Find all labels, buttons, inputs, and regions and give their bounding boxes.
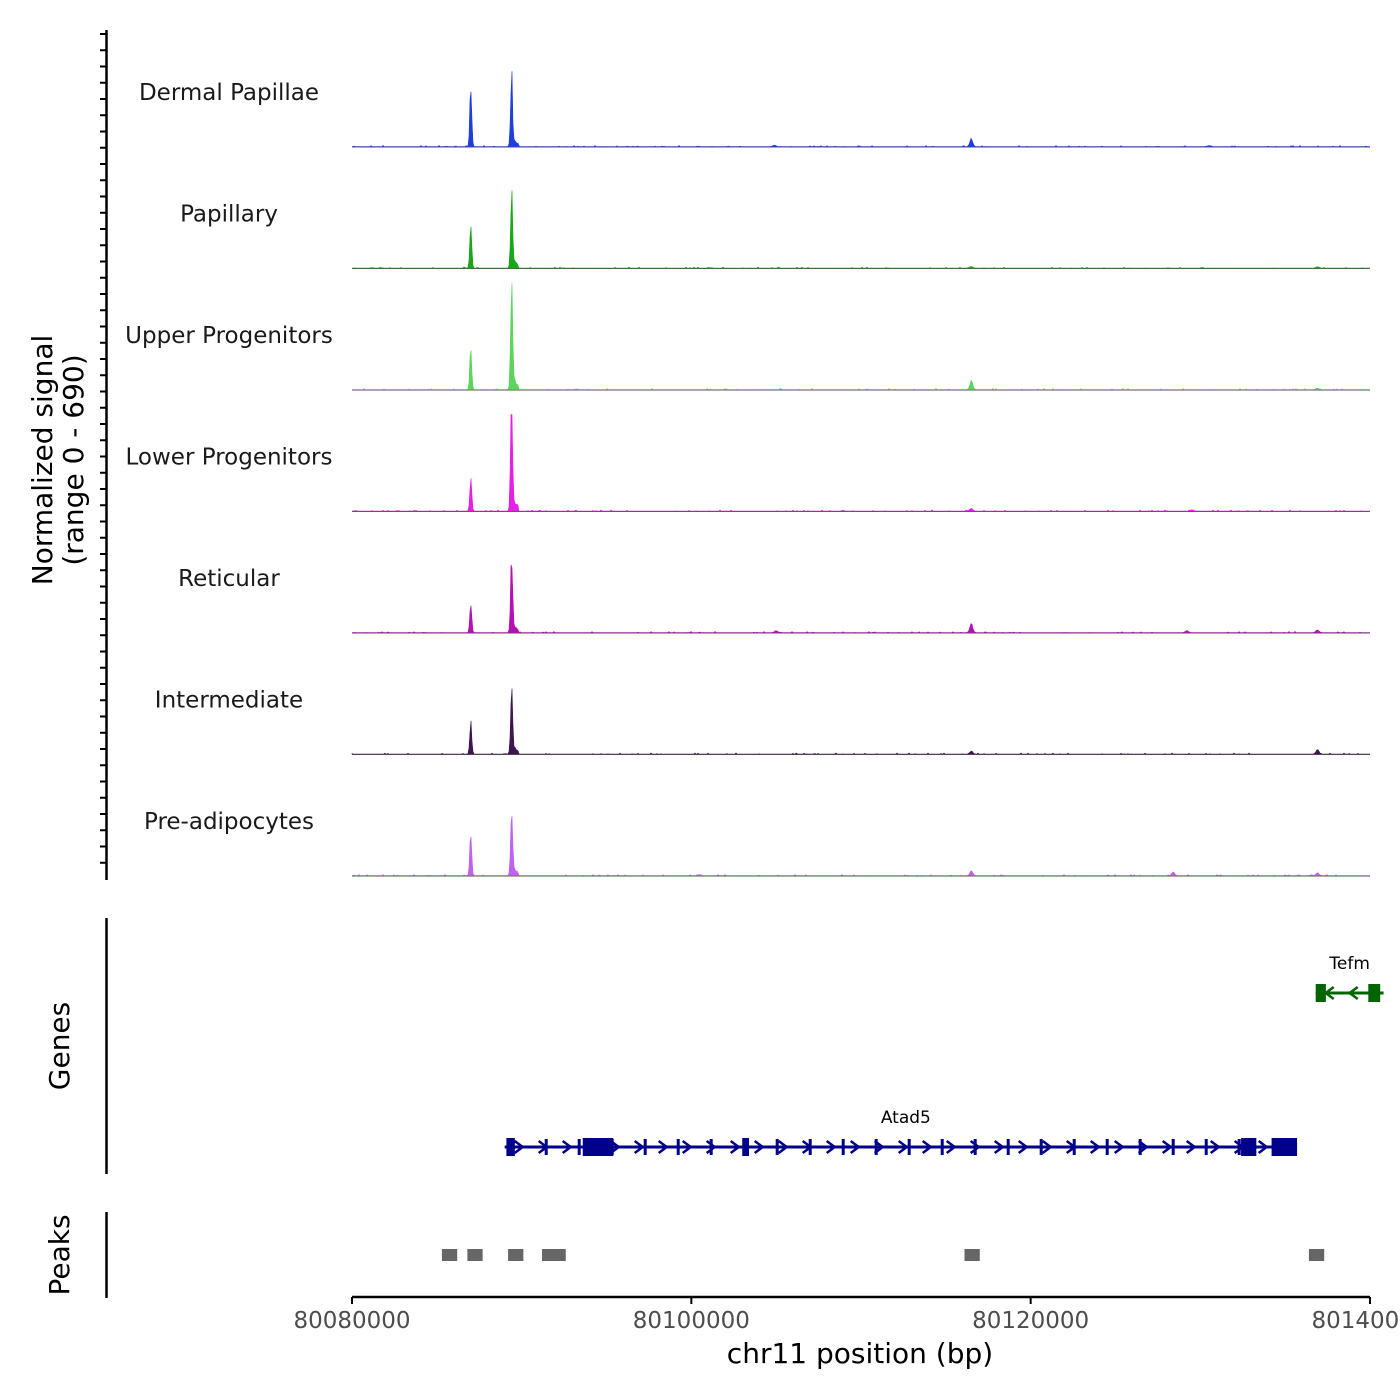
exon-small — [1105, 1139, 1109, 1155]
exon-small — [775, 1139, 779, 1155]
exon-small — [907, 1139, 911, 1155]
gene-label: Atad5 — [881, 1108, 931, 1128]
exon — [1271, 1138, 1298, 1156]
peak-region — [542, 1249, 566, 1261]
exon-small — [1138, 1139, 1142, 1155]
y-axis — [100, 30, 108, 1298]
strand-arrow — [777, 1140, 789, 1154]
strand-arrow — [513, 1140, 525, 1154]
x-tick-label: 80120000 — [972, 1308, 1089, 1334]
x-tick-label: 80080000 — [293, 1308, 410, 1334]
strand-arrow — [633, 1140, 645, 1154]
strand-arrow — [561, 1140, 573, 1154]
track-upper-progenitors: Upper Progenitors — [125, 283, 1370, 391]
track-signal — [352, 815, 1370, 876]
track-signal — [352, 283, 1370, 390]
exon — [1368, 984, 1381, 1002]
track-label: Dermal Papillae — [139, 80, 319, 106]
strand-arrow — [897, 1140, 909, 1154]
strand-arrow — [1185, 1140, 1197, 1154]
peak-region — [467, 1249, 483, 1261]
track-label: Papillary — [180, 202, 278, 228]
exon-small — [973, 1139, 977, 1155]
gene-annotation-track: Atad5 Tefm — [504, 954, 1384, 1156]
strand-arrow — [993, 1140, 1005, 1154]
peak-region — [964, 1249, 980, 1261]
track-label: Pre-adipocytes — [144, 809, 314, 835]
strand-arrow — [825, 1140, 837, 1154]
strand-arrow — [921, 1140, 933, 1154]
strand-arrow — [1257, 1140, 1269, 1154]
track-signal — [352, 564, 1370, 633]
peak-region — [508, 1249, 524, 1261]
exon — [506, 1138, 515, 1156]
x-axis-title: chr11 position (bp) — [727, 1337, 993, 1370]
track-reticular: Reticular — [178, 564, 1370, 634]
exon-small — [841, 1139, 845, 1155]
exon — [1315, 984, 1326, 1002]
gene-label: Tefm — [1328, 954, 1370, 974]
x-tick-label: 80100000 — [633, 1308, 750, 1334]
exon-small — [1171, 1139, 1175, 1155]
exon-small — [940, 1139, 944, 1155]
track-signal — [352, 414, 1370, 512]
track-label: Reticular — [178, 566, 280, 592]
track-papillary: Papillary — [180, 190, 1370, 269]
exon — [582, 1138, 614, 1156]
strand-arrow — [969, 1140, 981, 1154]
exon-small — [709, 1139, 713, 1155]
track-signal — [352, 71, 1370, 147]
exon — [1241, 1138, 1257, 1156]
gene-tefm: Tefm — [1315, 954, 1384, 1002]
strand-arrow — [1209, 1140, 1221, 1154]
exon-small — [1237, 1139, 1241, 1155]
track-label: Upper Progenitors — [125, 323, 333, 349]
y-axis-title-line2: (range 0 - 690) — [57, 354, 90, 565]
strand-arrow — [729, 1140, 741, 1154]
strand-arrow — [1041, 1140, 1053, 1154]
strand-arrow — [753, 1140, 765, 1154]
track-signal — [352, 190, 1370, 269]
y-axis-title-line1: Normalized signal — [26, 335, 59, 586]
strand-arrow — [1161, 1140, 1173, 1154]
strand-arrow — [705, 1140, 717, 1154]
strand-arrow — [945, 1140, 957, 1154]
peak-region-track — [441, 1249, 1325, 1261]
exon-small — [1006, 1139, 1010, 1155]
track-signal — [351, 688, 1370, 755]
strand-arrow — [681, 1140, 693, 1154]
track-label: Intermediate — [155, 688, 303, 714]
peaks-track-title: Peaks — [43, 1214, 76, 1295]
exon-small — [874, 1139, 878, 1155]
exon-small — [676, 1139, 680, 1155]
exon — [742, 1138, 750, 1156]
coverage-tracks: Dermal Papillae Papillary Upper Progenitor… — [125, 71, 1370, 877]
x-axis: 80080000 80100000 80120000 80140000 — [293, 1295, 1400, 1334]
strand-arrow — [657, 1140, 669, 1154]
strand-arrow — [1347, 986, 1359, 1000]
exon-small — [1072, 1139, 1076, 1155]
exon-small — [1204, 1139, 1208, 1155]
genes-track-title: Genes — [43, 1002, 76, 1090]
exon-small — [1039, 1139, 1043, 1155]
track-lower-progenitors: Lower Progenitors — [126, 414, 1370, 512]
track-pre-adipocytes: Pre-adipocytes — [144, 809, 1370, 877]
exon-small — [808, 1139, 812, 1155]
gene-atad5: Atad5 — [504, 1108, 1298, 1156]
track-dermal-papillae: Dermal Papillae — [139, 71, 1370, 148]
x-tick-label: 80140000 — [1311, 1308, 1400, 1334]
strand-arrow — [1089, 1140, 1101, 1154]
exon-small — [544, 1139, 548, 1155]
exon-small — [577, 1139, 581, 1155]
strand-arrow — [1113, 1140, 1125, 1154]
strand-arrow — [849, 1140, 861, 1154]
strand-arrow — [1017, 1140, 1029, 1154]
peak-region — [1308, 1249, 1325, 1261]
exon-small — [643, 1139, 647, 1155]
track-label: Lower Progenitors — [126, 445, 333, 471]
track-intermediate: Intermediate — [155, 688, 1370, 755]
peak-region — [441, 1249, 458, 1261]
